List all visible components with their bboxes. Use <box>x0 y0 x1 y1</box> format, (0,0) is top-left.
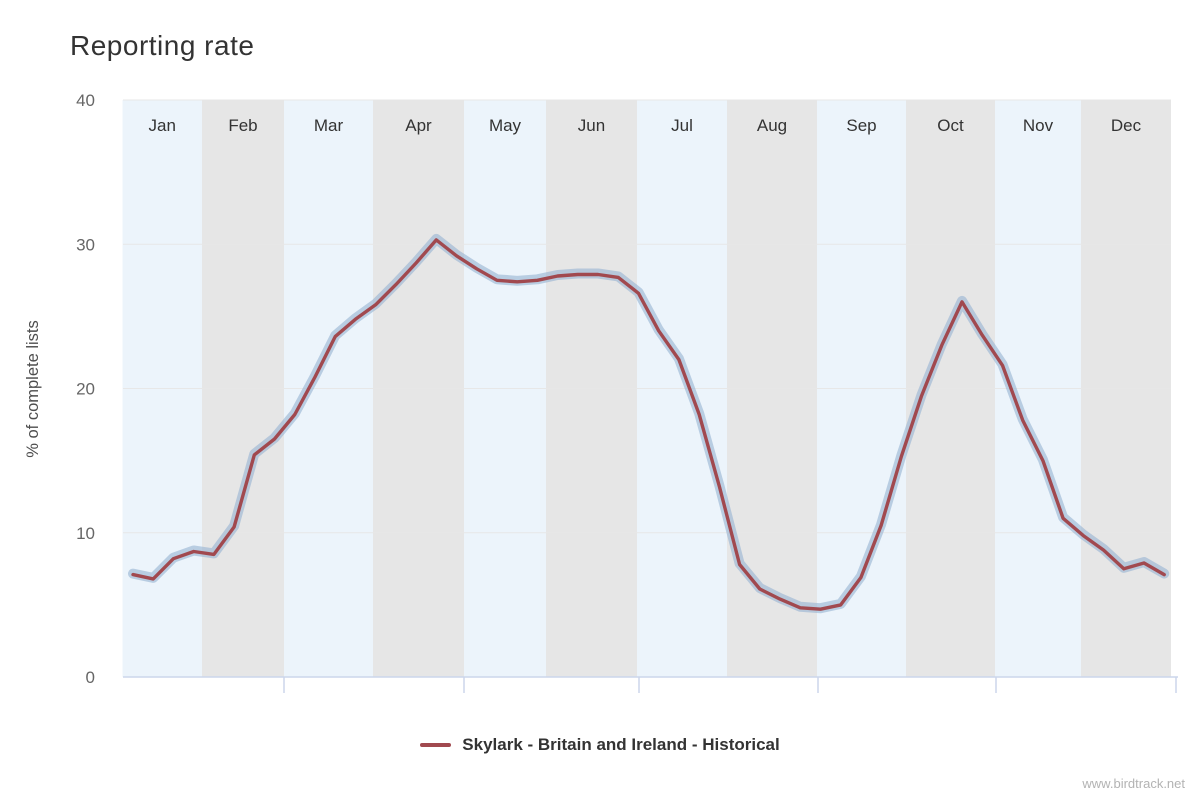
chart-title: Reporting rate <box>70 30 255 61</box>
y-tick-label: 20 <box>76 380 95 399</box>
legend-item-skylark[interactable]: Skylark - Britain and Ireland - Historic… <box>420 735 780 755</box>
month-label: Sep <box>846 116 876 135</box>
y-tick-label: 30 <box>76 235 95 254</box>
y-axis-labels: 0 10 20 30 40 <box>76 91 95 687</box>
month-label: Apr <box>405 116 432 135</box>
month-labels: Jan Feb Mar Apr May Jun Jul Aug Sep Oct Nov Dec <box>149 116 1142 135</box>
legend-line-swatch <box>420 743 452 747</box>
y-axis-title: % of complete lists <box>24 320 42 458</box>
series-group <box>128 233 1170 614</box>
month-label: Mar <box>314 116 344 135</box>
y-tick-label: 10 <box>76 524 95 543</box>
y-tick-label: 0 <box>86 668 95 687</box>
month-label: Feb <box>228 116 257 135</box>
y-tick-label: 40 <box>76 91 95 110</box>
month-label: Jul <box>671 116 693 135</box>
month-label: Oct <box>937 116 964 135</box>
month-label: May <box>489 116 522 135</box>
watermark: www.birdtrack.net <box>1082 776 1185 791</box>
x-axis <box>123 676 1178 693</box>
series-line <box>131 238 1166 611</box>
legend: Skylark - Britain and Ireland - Historic… <box>0 735 1200 755</box>
month-label: Jun <box>578 116 605 135</box>
month-label: Jan <box>149 116 176 135</box>
legend-label: Skylark - Britain and Ireland - Historic… <box>462 735 780 754</box>
reporting-rate-chart: Jan Feb Mar Apr May Jun Jul Aug Sep Oct Nov Dec 0 10… <box>24 91 1178 693</box>
month-label: Nov <box>1023 116 1054 135</box>
month-label: Dec <box>1111 116 1142 135</box>
month-label: Aug <box>757 116 787 135</box>
grid-lines <box>123 99 1171 534</box>
